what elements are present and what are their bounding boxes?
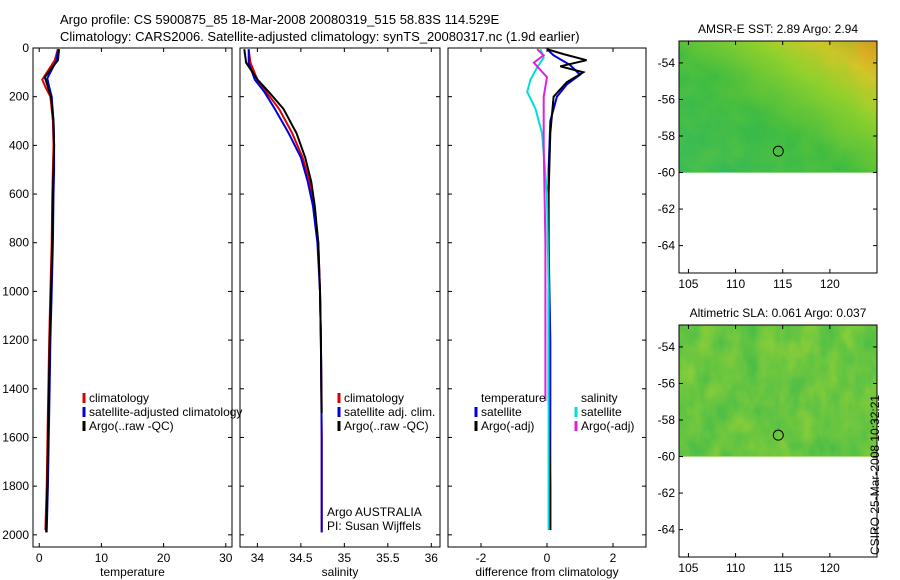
temperature-legend-argo-label: Argo(..raw -QC) [89, 419, 174, 433]
diff-legend-sal-argo-label: Argo(-adj) [581, 419, 634, 433]
difference-xtick-label: 0 [544, 551, 551, 565]
temperature-xtick-label: 0 [36, 551, 43, 565]
salinity-xtick-label: 36 [425, 551, 439, 565]
salinity-frame [239, 47, 441, 548]
pi-name-label: PI: Susan Wijffels [327, 519, 421, 533]
difference-frame [447, 47, 647, 548]
temperature-xtick-label: 30 [219, 551, 233, 565]
sst-map-ytick-label: -56 [658, 92, 676, 106]
salinity-xtick-label: 35.5 [376, 551, 400, 565]
credit-stamp: CSIRO 25-Mar-2008 10:32:21 [868, 394, 882, 555]
temperature-xlabel: temperature [100, 565, 165, 579]
sst-map-texture [679, 41, 877, 173]
salinity-xlabel: salinity [322, 565, 359, 579]
sla-map-ytick-label: -62 [658, 486, 676, 500]
sla-map-frame [678, 324, 878, 558]
sla-map-title: Altimetric SLA: 0.061 Argo: 0.037 [690, 306, 867, 320]
temperature-frame [32, 47, 233, 548]
difference-xtick-label: 2 [610, 551, 617, 565]
sla-map-ytick-label: -58 [658, 413, 676, 427]
depth-tick-label: 2000 [2, 528, 29, 542]
sla-map-ytick-label: -60 [658, 450, 676, 464]
sst-map-xtick-label: 105 [678, 277, 698, 291]
diff-legend-temperature-title: temperature [481, 391, 546, 405]
difference-series-salinity-argo-adj- [532, 48, 549, 401]
sst-map-xtick-label: 110 [726, 277, 745, 291]
sst-map-xtick-label: 120 [820, 277, 840, 291]
sla-map-ytick-label: -56 [658, 376, 676, 390]
difference-xlabel: difference from climatology [475, 565, 618, 579]
depth-tick-label: 1400 [2, 382, 29, 396]
salinity-xtick-label: 34 [251, 551, 265, 565]
sst-map-ytick-label: -58 [658, 129, 676, 143]
salinity-legend-climatology-label: climatology [344, 391, 404, 405]
diff-legend-temp-argo-label: Argo(-adj) [481, 419, 534, 433]
difference-series-salinity-satellite [526, 48, 550, 530]
depth-tick-label: 0 [22, 41, 29, 55]
sla-map-texture [679, 325, 877, 457]
salinity-legend-argo-label: Argo(..raw -QC) [344, 419, 429, 433]
salinity-xtick-label: 35 [338, 551, 352, 565]
depth-tick-label: 800 [9, 236, 29, 250]
sst-map-ytick-label: -54 [658, 56, 676, 70]
sla-map-float-marker [772, 429, 784, 441]
sst-map-xtick-label: 115 [773, 277, 792, 291]
sla-map-xtick-label: 110 [726, 561, 745, 575]
diff-legend-salinity-title: salinity [581, 391, 618, 405]
sst-map-ytick-label: -64 [658, 239, 676, 253]
diff-legend-temp-satellite-label: satellite [481, 405, 522, 419]
temperature-xtick-label: 10 [95, 551, 109, 565]
depth-tick-label: 400 [9, 138, 29, 152]
temperature-series-argo [43, 49, 61, 533]
salinity-xtick-label: 34.5 [289, 551, 313, 565]
sla-map-ytick-label: -54 [658, 340, 676, 354]
figure-title: Argo profile: CS 5900875_85 18-Mar-2008 … [60, 12, 500, 27]
temperature-legend-satellite-label: satellite-adjusted climatology [89, 405, 242, 419]
salinity-series-argo [243, 49, 323, 414]
figure-subtitle: Climatology: CARS2006. Satellite-adjuste… [60, 29, 580, 44]
sst-map-ytick-label: -60 [658, 166, 676, 180]
diff-legend-sal-satellite-label: satellite [581, 405, 622, 419]
float-owner-label: Argo AUSTRALIA [327, 505, 422, 519]
sla-map-xtick-label: 115 [773, 561, 792, 575]
sla-map-xtick-label: 120 [820, 561, 840, 575]
sla-map-xtick-label: 105 [678, 561, 698, 575]
salinity-legend-satellite-label: satellite adj. clim. [344, 405, 435, 419]
sst-map-ytick-label: -62 [658, 202, 676, 216]
difference-xtick-label: -2 [476, 551, 487, 565]
depth-tick-label: 1600 [2, 430, 29, 444]
depth-tick-label: 1200 [2, 333, 29, 347]
depth-tick-label: 1000 [2, 284, 29, 298]
depth-tick-label: 200 [9, 90, 29, 104]
depth-tick-label: 1800 [2, 479, 29, 493]
sst-map-float-marker [772, 145, 784, 157]
temperature-xtick-label: 20 [157, 551, 171, 565]
sla-map-ytick-label: -64 [658, 523, 676, 537]
sst-map-frame [678, 40, 878, 274]
temperature-legend-climatology-label: climatology [89, 391, 149, 405]
sst-map-title: AMSR-E SST: 2.89 Argo: 2.94 [698, 22, 858, 36]
depth-tick-label: 600 [9, 187, 29, 201]
